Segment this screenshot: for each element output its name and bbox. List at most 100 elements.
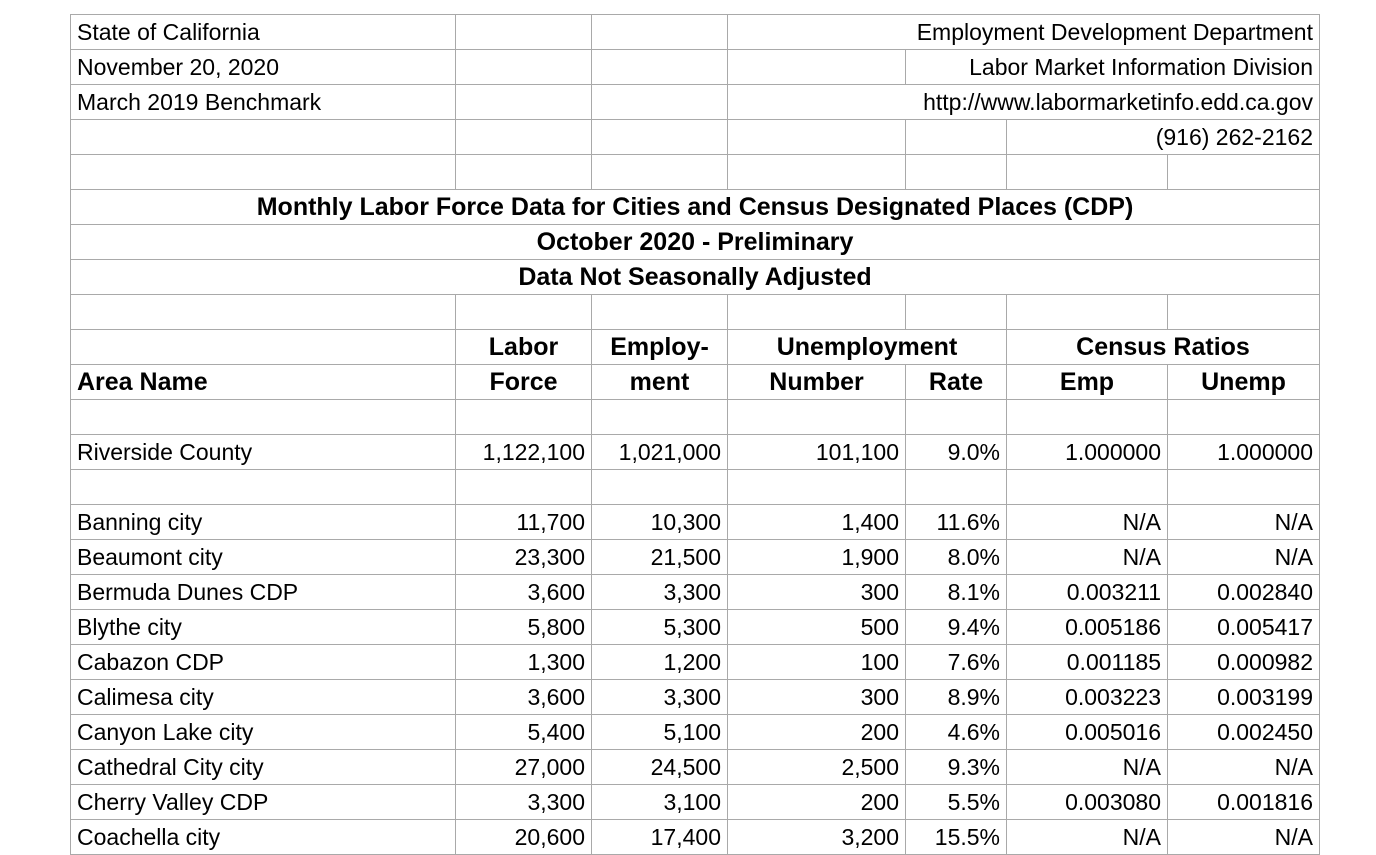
cell-labor-force: 11,700 bbox=[455, 504, 592, 540]
cell-area-name: Calimesa city bbox=[70, 679, 456, 715]
empty-cell bbox=[455, 14, 592, 50]
cell-census-ratio-unemp: N/A bbox=[1167, 749, 1320, 785]
cell-area-name: Banning city bbox=[70, 504, 456, 540]
empty-cell bbox=[591, 399, 728, 435]
report-date: November 20, 2020 bbox=[70, 49, 456, 85]
cell-census-ratio-unemp: 0.000982 bbox=[1167, 644, 1320, 680]
state-label: State of California bbox=[70, 14, 456, 50]
table-row: Canyon Lake city 5,400 5,100 200 4.6% 0.00501… bbox=[70, 714, 1320, 750]
cell-area-name: Cathedral City city bbox=[70, 749, 456, 785]
cell-census-ratio-emp: 0.003223 bbox=[1006, 679, 1168, 715]
cell-unemployment-number: 500 bbox=[727, 609, 906, 645]
cell-employment: 17,400 bbox=[591, 819, 728, 855]
empty-cell bbox=[70, 294, 456, 330]
cell-unemployment-rate: 15.5% bbox=[905, 819, 1007, 855]
empty-cell bbox=[727, 294, 906, 330]
cell-unemployment-number: 101,100 bbox=[727, 434, 906, 470]
empty-cell bbox=[455, 294, 592, 330]
empty-cell bbox=[70, 154, 456, 190]
header-force: Force bbox=[455, 364, 592, 400]
cell-census-ratio-unemp: N/A bbox=[1167, 504, 1320, 540]
empty-cell bbox=[455, 469, 592, 505]
table-row: Banning city 11,700 10,300 1,400 11.6% N/A N/A bbox=[70, 504, 1320, 540]
empty-cell bbox=[1167, 469, 1320, 505]
cell-census-ratio-emp: N/A bbox=[1006, 539, 1168, 575]
header-number: Number bbox=[727, 364, 906, 400]
empty-cell bbox=[70, 119, 456, 155]
cell-unemployment-rate: 9.4% bbox=[905, 609, 1007, 645]
empty-cell bbox=[591, 119, 728, 155]
info-row: November 20, 2020 Labor Market Informati… bbox=[70, 49, 1320, 85]
cell-labor-force: 3,300 bbox=[455, 784, 592, 820]
cell-unemployment-rate: 8.9% bbox=[905, 679, 1007, 715]
report-note: Data Not Seasonally Adjusted bbox=[70, 259, 1320, 295]
header-emp: Emp bbox=[1006, 364, 1168, 400]
cell-employment: 24,500 bbox=[591, 749, 728, 785]
cell-census-ratio-unemp: 1.000000 bbox=[1167, 434, 1320, 470]
table-row: Coachella city 20,600 17,400 3,200 15.5% N/A N… bbox=[70, 819, 1320, 855]
empty-cell bbox=[591, 294, 728, 330]
cell-area-name: Cherry Valley CDP bbox=[70, 784, 456, 820]
cell-area-name: Bermuda Dunes CDP bbox=[70, 574, 456, 610]
cell-employment: 5,100 bbox=[591, 714, 728, 750]
header-area-name: Area Name bbox=[70, 364, 456, 400]
empty-cell bbox=[1006, 154, 1168, 190]
cell-area-name: Coachella city bbox=[70, 819, 456, 855]
empty-cell bbox=[727, 119, 906, 155]
empty-cell bbox=[591, 469, 728, 505]
empty-cell bbox=[905, 119, 1007, 155]
cell-unemployment-number: 1,400 bbox=[727, 504, 906, 540]
cell-census-ratio-unemp: N/A bbox=[1167, 539, 1320, 575]
table-row: Calimesa city 3,600 3,300 300 8.9% 0.003223 0.… bbox=[70, 679, 1320, 715]
cell-unemployment-number: 200 bbox=[727, 714, 906, 750]
info-row: State of California Employment Developme… bbox=[70, 14, 1320, 50]
cell-unemployment-number: 300 bbox=[727, 679, 906, 715]
department-name: Employment Development Department bbox=[727, 14, 1320, 50]
title-row: October 2020 - Preliminary bbox=[70, 224, 1320, 260]
cell-unemployment-rate: 5.5% bbox=[905, 784, 1007, 820]
cell-census-ratio-unemp: 0.002840 bbox=[1167, 574, 1320, 610]
empty-cell bbox=[905, 399, 1007, 435]
empty-cell bbox=[591, 49, 728, 85]
cell-area-name: Canyon Lake city bbox=[70, 714, 456, 750]
empty-cell bbox=[905, 294, 1007, 330]
benchmark-label: March 2019 Benchmark bbox=[70, 84, 456, 120]
spacer-row bbox=[70, 399, 1320, 435]
cell-employment: 1,021,000 bbox=[591, 434, 728, 470]
cell-census-ratio-emp: 0.003211 bbox=[1006, 574, 1168, 610]
cell-labor-force: 1,122,100 bbox=[455, 434, 592, 470]
cell-unemployment-rate: 9.0% bbox=[905, 434, 1007, 470]
labor-force-table: State of California Employment Developme… bbox=[70, 14, 1320, 855]
spacer-row bbox=[70, 469, 1320, 505]
cell-unemployment-number: 100 bbox=[727, 644, 906, 680]
cell-labor-force: 5,800 bbox=[455, 609, 592, 645]
cell-unemployment-rate: 7.6% bbox=[905, 644, 1007, 680]
empty-cell bbox=[591, 14, 728, 50]
info-row: (916) 262-2162 bbox=[70, 119, 1320, 155]
cell-employment: 3,300 bbox=[591, 679, 728, 715]
cell-labor-force: 3,600 bbox=[455, 679, 592, 715]
empty-cell bbox=[455, 154, 592, 190]
header-group-row: Labor Employ- Unemployment Census Ratios bbox=[70, 329, 1320, 365]
header-employ: Employ- bbox=[591, 329, 728, 365]
website-link[interactable]: http://www.labormarketinfo.edd.ca.gov bbox=[727, 84, 1320, 120]
cell-area-name: Beaumont city bbox=[70, 539, 456, 575]
cell-unemployment-rate: 8.1% bbox=[905, 574, 1007, 610]
empty-cell bbox=[455, 399, 592, 435]
report-title: Monthly Labor Force Data for Cities and … bbox=[70, 189, 1320, 225]
cell-labor-force: 1,300 bbox=[455, 644, 592, 680]
cell-employment: 10,300 bbox=[591, 504, 728, 540]
cell-census-ratio-emp: N/A bbox=[1006, 749, 1168, 785]
cell-labor-force: 3,600 bbox=[455, 574, 592, 610]
table-row: Cherry Valley CDP 3,300 3,100 200 5.5% 0.0030… bbox=[70, 784, 1320, 820]
cell-census-ratio-unemp: N/A bbox=[1167, 819, 1320, 855]
cell-unemployment-rate: 11.6% bbox=[905, 504, 1007, 540]
empty-cell bbox=[727, 49, 906, 85]
empty-cell bbox=[1167, 294, 1320, 330]
cell-employment: 21,500 bbox=[591, 539, 728, 575]
cell-unemployment-number: 300 bbox=[727, 574, 906, 610]
report-period: October 2020 - Preliminary bbox=[70, 224, 1320, 260]
cell-employment: 3,100 bbox=[591, 784, 728, 820]
empty-cell bbox=[727, 399, 906, 435]
table-row: Cabazon CDP 1,300 1,200 100 7.6% 0.001185 0.00… bbox=[70, 644, 1320, 680]
